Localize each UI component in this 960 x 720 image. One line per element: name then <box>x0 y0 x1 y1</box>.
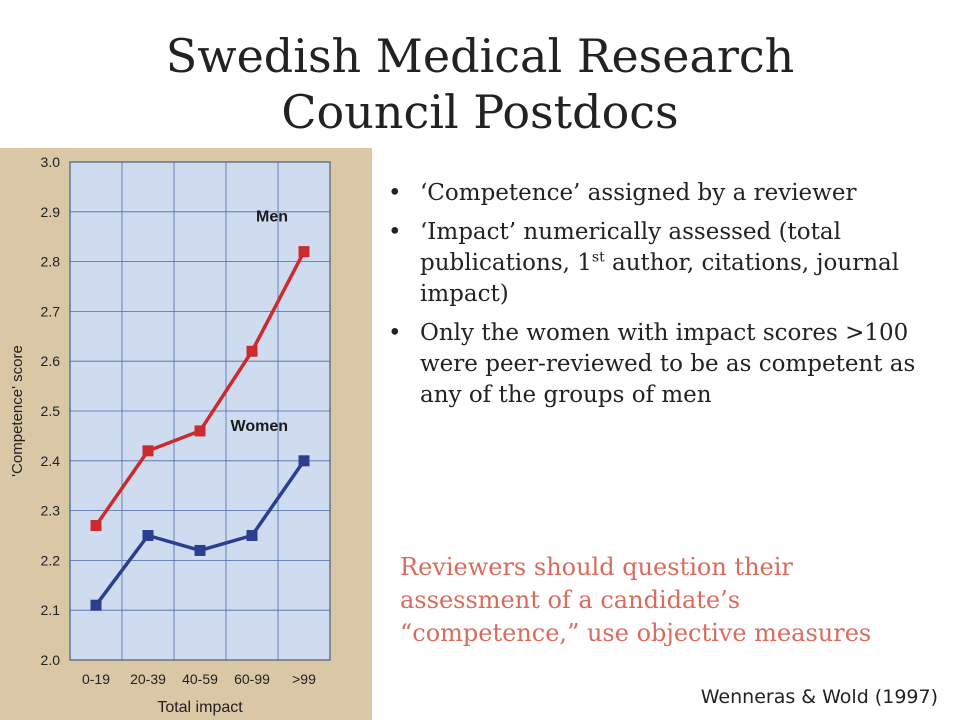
y-tick-label: 2.3 <box>41 503 61 519</box>
data-point-women <box>90 599 102 611</box>
slide-title-line-1: Swedish Medical Research <box>165 29 795 83</box>
bullet-impact-text-after: author, citations, journal impact) <box>420 250 900 307</box>
competence-chart: 2.0 2.1 2.2 2.3 2.4 2.5 2.6 2.7 2.8 2.9 3.0 0-19 20-… <box>9 154 331 716</box>
bullet-impact-text-before: ‘Impact’ numerically assessed (total pub… <box>420 219 841 276</box>
series-label-men: Men <box>256 209 288 226</box>
y-tick-label: 2.9 <box>41 204 61 220</box>
y-tick-label: 2.1 <box>41 602 61 618</box>
chart-panel: 2.0 2.1 2.2 2.3 2.4 2.5 2.6 2.7 2.8 2.9 3.0 0-19 20-… <box>0 148 372 720</box>
bullet-list: ‘Competence’ assigned by a reviewer ‘Imp… <box>383 178 923 419</box>
y-tick-label: 2.7 <box>41 303 61 319</box>
y-axis-label: 'Competence' score <box>9 345 26 477</box>
data-point-women <box>246 530 258 541</box>
x-tick-label: 60-99 <box>234 671 270 687</box>
y-tick-label: 2.5 <box>41 403 61 419</box>
x-tick-label: >99 <box>292 671 316 687</box>
citation: Wenneras & Wold (1997) <box>700 686 938 708</box>
y-tick-label: 2.6 <box>41 353 61 369</box>
data-point-women <box>194 544 206 556</box>
data-point-women <box>142 530 154 541</box>
data-point-men <box>298 246 310 258</box>
x-axis-label: Total impact <box>157 699 243 716</box>
callout-text: Reviewers should question their assessme… <box>400 553 872 647</box>
x-tick-label: 40-59 <box>182 671 218 687</box>
data-point-men <box>246 345 258 357</box>
y-tick-label: 2.0 <box>41 652 61 668</box>
bullet-impact: ‘Impact’ numerically assessed (total pub… <box>383 217 923 310</box>
bullet-women-text: Only the women with impact scores >100 w… <box>420 320 916 408</box>
data-point-men <box>142 445 154 457</box>
y-tick-label: 3.0 <box>41 154 61 170</box>
bullet-competence-text: ‘Competence’ assigned by a reviewer <box>420 180 857 206</box>
slide-title-line-2: Council Postdocs <box>281 85 679 139</box>
x-tick-label: 20-39 <box>130 671 166 687</box>
y-tick-label: 2.2 <box>41 552 61 568</box>
data-point-men <box>90 520 102 532</box>
slide-title: Swedish Medical Research Council Postdoc… <box>0 28 960 140</box>
y-tick-label: 2.4 <box>41 453 61 469</box>
y-tick-label: 2.8 <box>41 254 61 270</box>
x-tick-label: 0-19 <box>82 671 110 687</box>
data-point-men <box>194 425 206 437</box>
bullet-competence: ‘Competence’ assigned by a reviewer <box>383 178 923 209</box>
bullet-women: Only the women with impact scores >100 w… <box>383 318 923 411</box>
bullet-impact-sup: st <box>591 249 605 266</box>
series-label-women: Women <box>231 418 288 435</box>
data-point-women <box>298 455 310 467</box>
